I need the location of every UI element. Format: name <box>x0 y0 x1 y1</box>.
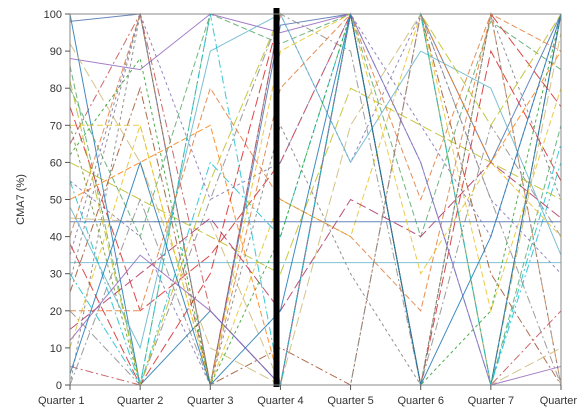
series-line-24 <box>69 12 562 256</box>
series-line-7 <box>69 12 562 386</box>
series-line-34 <box>69 12 562 387</box>
y-tick-label: 20 <box>50 306 62 318</box>
series-line-12 <box>69 12 562 387</box>
y-tick-label: 30 <box>50 269 62 281</box>
x-axis: Quarter 1 Quarter 2 Quarter 3 Quarter 4 Quar… <box>38 385 577 407</box>
y-tick-label: 60 <box>50 157 62 169</box>
x-tick-label: Quarter 3 <box>187 395 233 407</box>
series-line-25 <box>69 12 562 386</box>
y-axis: 0 10 20 30 40 50 60 70 80 90 100 <box>44 9 70 392</box>
y-tick-label: 90 <box>50 46 62 58</box>
x-tick-label: Quarter 1 <box>38 395 84 407</box>
y-tick-label: 50 <box>50 195 62 207</box>
series-line-20 <box>69 161 562 330</box>
series-line-27 <box>70 13 562 312</box>
x-tick-label: Quarter 4 <box>257 395 303 407</box>
y-tick-label: 70 <box>50 120 62 132</box>
y-tick-label: 10 <box>50 343 62 355</box>
series-line-14 <box>69 13 562 386</box>
series-line-29 <box>69 13 562 387</box>
series-layer <box>69 12 562 387</box>
series-line-32 <box>70 13 562 386</box>
x-tick-label: Quarter 6 <box>397 395 443 407</box>
x-tick-label: Quarter 7 <box>468 395 514 407</box>
series-line-15 <box>69 87 562 275</box>
x-tick-label: Quarter <box>540 395 578 407</box>
y-tick-label: 80 <box>50 83 62 95</box>
series-line-36 <box>69 13 562 387</box>
y-tick-label: 100 <box>44 9 62 21</box>
y-axis-title: CMA7 (%) <box>15 174 27 225</box>
x-tick-label: Quarter 5 <box>327 395 373 407</box>
series-line-26 <box>69 13 562 350</box>
series-line-18 <box>69 13 562 386</box>
x-tick-label: Quarter 2 <box>117 395 163 407</box>
y-tick-label: 0 <box>56 380 62 392</box>
y-tick-label: 40 <box>50 232 62 244</box>
